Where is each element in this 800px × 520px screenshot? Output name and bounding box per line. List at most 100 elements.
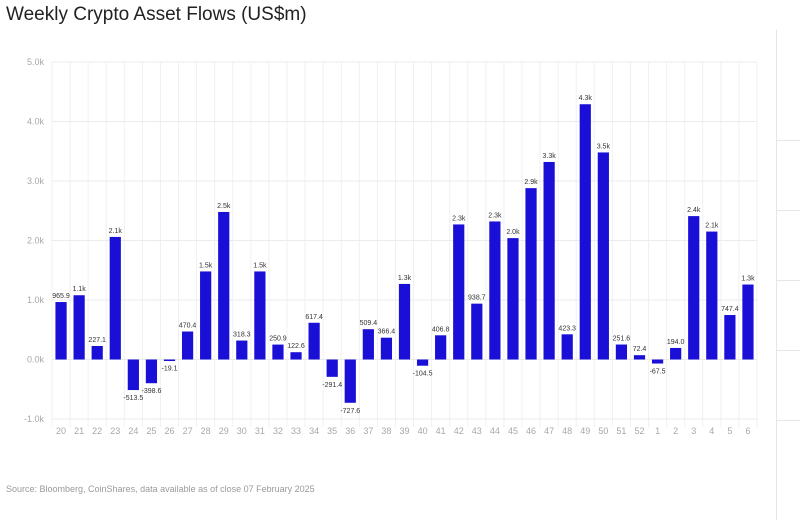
x-tick-label: 36 <box>345 426 355 436</box>
y-tick-label: 2.0k <box>27 236 45 246</box>
bar <box>688 216 700 360</box>
y-tick-label: 5.0k <box>27 57 45 67</box>
data-label: 3.3k <box>542 153 556 160</box>
data-label: 194.0 <box>667 339 685 346</box>
data-label: 1.5k <box>199 262 213 269</box>
x-tick-label: 34 <box>309 426 319 436</box>
bar <box>200 271 212 360</box>
x-tick-label: 22 <box>92 426 102 436</box>
x-tick-label: 29 <box>219 426 229 436</box>
data-label: 1.3k <box>398 275 412 282</box>
bar <box>236 340 248 360</box>
bar <box>489 221 501 360</box>
data-label: 2.1k <box>109 228 123 235</box>
y-tick-label: 1.0k <box>27 295 45 305</box>
data-label: 2.9k <box>524 179 538 186</box>
data-label: 4.3k <box>579 95 593 102</box>
x-tick-label: 1 <box>655 426 660 436</box>
bar <box>507 238 519 360</box>
x-tick-label: 41 <box>436 426 446 436</box>
x-tick-label: 42 <box>454 426 464 436</box>
x-tick-label: 38 <box>381 426 391 436</box>
data-label: 938.7 <box>468 295 486 302</box>
data-label: -727.6 <box>340 408 360 415</box>
adjacent-panel-line <box>776 210 800 211</box>
bar <box>218 211 230 360</box>
data-label: 2.3k <box>488 212 502 219</box>
x-tick-label: 44 <box>490 426 500 436</box>
x-tick-label: 30 <box>237 426 247 436</box>
x-tick-label: 5 <box>727 426 732 436</box>
bar <box>326 359 338 377</box>
x-tick-label: 25 <box>146 426 156 436</box>
x-tick-label: 39 <box>399 426 409 436</box>
data-label: 2.1k <box>705 223 719 230</box>
y-tick-label: 3.0k <box>27 176 45 186</box>
bar <box>272 344 284 360</box>
bar <box>435 335 447 360</box>
y-tick-label: -1.0k <box>24 414 45 424</box>
data-label: 1.1k <box>72 286 86 293</box>
bar <box>724 315 736 360</box>
x-tick-label: 4 <box>709 426 714 436</box>
data-label: 470.4 <box>179 323 197 330</box>
bar <box>109 236 121 360</box>
y-tick-label: 0.0k <box>27 355 45 365</box>
bar <box>651 359 664 364</box>
x-tick-label: 24 <box>128 426 138 436</box>
adjacent-panel-line <box>776 140 800 141</box>
data-label: 1.3k <box>741 276 755 283</box>
adjacent-panel-line <box>776 350 800 351</box>
x-tick-label: 50 <box>598 426 608 436</box>
x-tick-label: 32 <box>273 426 283 436</box>
data-label: 227.1 <box>88 337 106 344</box>
adjacent-panel-line <box>776 420 800 421</box>
bar <box>362 329 374 360</box>
x-tick-label: 37 <box>363 426 373 436</box>
x-tick-label: 21 <box>74 426 84 436</box>
data-label: 251.6 <box>613 336 631 343</box>
bar <box>670 347 682 360</box>
bar <box>163 359 176 361</box>
data-label: 3.5k <box>597 143 611 150</box>
x-tick-label: 27 <box>183 426 193 436</box>
data-label: 318.3 <box>233 332 251 339</box>
x-tick-label: 47 <box>544 426 554 436</box>
data-label: 509.4 <box>360 320 378 327</box>
data-label: 2.3k <box>452 215 466 222</box>
bar <box>543 161 555 360</box>
data-label: 965.9 <box>52 293 70 300</box>
bar <box>73 295 85 360</box>
bar <box>525 188 537 360</box>
bar <box>706 231 718 360</box>
x-tick-label: 52 <box>634 426 644 436</box>
data-label: -398.6 <box>141 388 161 395</box>
adjacent-panel-border <box>776 30 800 520</box>
bar <box>561 334 573 360</box>
bar <box>398 283 411 360</box>
bar <box>742 284 754 360</box>
data-label: -19.1 <box>162 366 178 373</box>
data-label: -67.5 <box>650 369 666 376</box>
adjacent-panel-line <box>776 280 800 281</box>
data-label: 2.0k <box>506 229 520 236</box>
data-label: 366.4 <box>378 329 396 336</box>
data-label: 617.4 <box>305 314 323 321</box>
x-tick-label: 6 <box>745 426 750 436</box>
source-note: Source: Bloomberg, CoinShares, data avai… <box>6 484 315 494</box>
x-tick-label: 23 <box>110 426 120 436</box>
bar <box>344 359 356 403</box>
x-tick-label: 31 <box>255 426 265 436</box>
bar <box>127 359 139 391</box>
x-tick-label: 35 <box>327 426 337 436</box>
x-tick-label: 49 <box>580 426 590 436</box>
x-tick-label: 26 <box>164 426 174 436</box>
bar <box>633 355 646 360</box>
data-label: -291.4 <box>322 382 342 389</box>
x-tick-label: 28 <box>201 426 211 436</box>
x-tick-label: 51 <box>616 426 626 436</box>
bar <box>453 224 465 360</box>
bar <box>380 337 393 360</box>
bar <box>579 104 591 360</box>
bar <box>181 331 194 360</box>
